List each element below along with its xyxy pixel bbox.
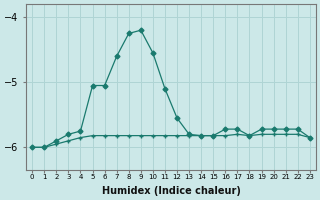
- X-axis label: Humidex (Indice chaleur): Humidex (Indice chaleur): [101, 186, 240, 196]
